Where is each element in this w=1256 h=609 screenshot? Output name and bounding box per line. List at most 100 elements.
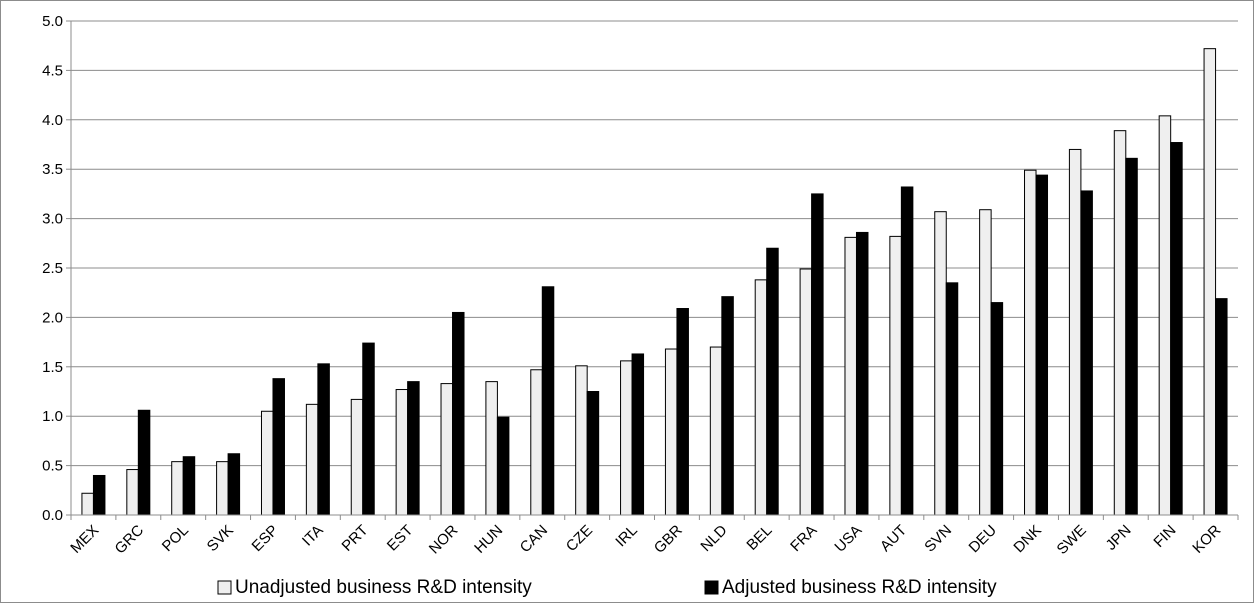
legend: Unadjusted business R&D intensity Adjust… bbox=[217, 577, 997, 598]
bar-unadjusted-nor bbox=[440, 383, 454, 516]
y-tick-label: 1.5 bbox=[42, 359, 63, 376]
bar-unadjusted-aut bbox=[889, 235, 902, 516]
bar-unadjusted-dnk bbox=[1024, 169, 1037, 516]
bar-unadjusted-gbr bbox=[664, 348, 678, 516]
bar-adjusted-fin bbox=[1170, 142, 1183, 516]
y-tick-label: 3.5 bbox=[42, 161, 63, 178]
bar-adjusted-irl bbox=[631, 353, 645, 516]
bar-adjusted-pol bbox=[182, 456, 196, 516]
x-tick-label: ITA bbox=[299, 522, 327, 550]
bar-unadjusted-kor bbox=[1203, 48, 1217, 516]
bar-unadjusted-can bbox=[530, 369, 543, 516]
bar-unadjusted-grc bbox=[126, 469, 139, 516]
bar-unadjusted-svn bbox=[934, 211, 947, 516]
bar-unadjusted-irl bbox=[620, 360, 633, 516]
bar-adjusted-kor bbox=[1215, 298, 1228, 516]
bar-unadjusted-jpn bbox=[1113, 130, 1127, 516]
bar-unadjusted-ita bbox=[305, 403, 319, 516]
bar-adjusted-esp bbox=[272, 378, 285, 516]
grid-lines bbox=[71, 20, 1238, 467]
y-tick-label: 4.0 bbox=[42, 112, 63, 129]
bar-adjusted-cze bbox=[586, 391, 600, 516]
bar-unadjusted-hun bbox=[485, 381, 498, 516]
y-tick-label: 0.5 bbox=[42, 458, 63, 475]
x-tick-label: CZE bbox=[563, 522, 596, 555]
x-tick-label: SVN bbox=[921, 522, 955, 556]
x-tick-label: POL bbox=[159, 522, 192, 555]
legend-swatch-adjusted bbox=[704, 580, 719, 595]
bar-adjusted-prt bbox=[362, 342, 375, 516]
bar-unadjusted-usa bbox=[844, 236, 857, 516]
bar-unadjusted-deu bbox=[979, 209, 992, 516]
bar-unadjusted-prt bbox=[350, 398, 364, 516]
y-tick-label: 1.0 bbox=[42, 408, 63, 425]
legend-label-unadjusted: Unadjusted business R&D intensity bbox=[235, 577, 532, 598]
y-tick-label: 4.5 bbox=[42, 62, 63, 79]
bar-adjusted-nor bbox=[452, 311, 465, 516]
bar-adjusted-jpn bbox=[1125, 157, 1138, 516]
y-axis: 0.0 0.5 1.0 1.5 2.0 2.5 3.0 3.5 4.0 4.5 5.0 bbox=[42, 13, 72, 524]
x-tick-label: DEU bbox=[966, 522, 1000, 556]
y-tick-label: 2.5 bbox=[42, 260, 63, 277]
x-tick-label: KOR bbox=[1189, 522, 1224, 557]
legend-label-adjusted: Adjusted business R&D intensity bbox=[722, 577, 997, 598]
x-tick-label: HUN bbox=[471, 522, 506, 557]
bar-unadjusted-esp bbox=[260, 410, 274, 516]
bars bbox=[81, 48, 1228, 516]
bar-adjusted-deu bbox=[990, 302, 1004, 516]
bar-adjusted-svk bbox=[227, 453, 241, 516]
bar-adjusted-svn bbox=[945, 282, 959, 516]
x-tick-label: GBR bbox=[651, 522, 686, 557]
bar-adjusted-grc bbox=[137, 409, 151, 516]
bar-adjusted-nld bbox=[721, 296, 734, 516]
x-tick-label: SWE bbox=[1054, 522, 1090, 558]
bar-unadjusted-nld bbox=[709, 346, 723, 516]
x-tick-label: NOR bbox=[426, 522, 462, 558]
y-tick-label: 2.0 bbox=[42, 309, 63, 326]
bar-unadjusted-svk bbox=[216, 461, 229, 516]
x-tick-label: FIN bbox=[1150, 522, 1179, 551]
bar-adjusted-hun bbox=[496, 416, 510, 516]
x-tick-label: EST bbox=[384, 522, 417, 555]
bar-unadjusted-mex bbox=[81, 492, 94, 516]
legend-swatch-unadjusted bbox=[217, 580, 232, 595]
x-tick-label: ESP bbox=[249, 522, 282, 555]
x-tick-label: BEL bbox=[743, 522, 775, 554]
bar-adjusted-swe bbox=[1080, 190, 1093, 516]
y-tick-label: 0.0 bbox=[42, 507, 63, 524]
x-tick-label: DNK bbox=[1010, 522, 1044, 556]
bar-adjusted-dnk bbox=[1035, 174, 1049, 516]
bar-adjusted-can bbox=[541, 286, 555, 516]
x-axis: MEX GRC POL SVK ESP ITA PRT EST NOR HUN CAN CZE IRL G… bbox=[67, 514, 1239, 558]
bar-adjusted-gbr bbox=[676, 308, 689, 516]
y-tick-label: 5.0 bbox=[42, 13, 63, 30]
bar-unadjusted-cze bbox=[575, 365, 588, 516]
x-tick-label: AUT bbox=[877, 522, 910, 555]
x-tick-label: NLD bbox=[697, 522, 730, 555]
x-tick-label: MEX bbox=[67, 522, 102, 557]
bar-adjusted-bel bbox=[766, 247, 779, 516]
bar-unadjusted-swe bbox=[1068, 148, 1082, 516]
bar-adjusted-aut bbox=[900, 186, 914, 516]
x-tick-label: SVK bbox=[204, 522, 237, 555]
x-tick-label: FRA bbox=[787, 522, 820, 555]
x-tick-label: USA bbox=[831, 522, 865, 556]
bar-adjusted-ita bbox=[317, 363, 330, 516]
bar-unadjusted-fin bbox=[1158, 115, 1172, 516]
x-tick-label: PRT bbox=[339, 522, 372, 555]
x-tick-label: GRC bbox=[112, 522, 148, 558]
bar-unadjusted-bel bbox=[754, 279, 768, 516]
bar-unadjusted-fra bbox=[799, 268, 813, 516]
x-tick-label: IRL bbox=[612, 522, 641, 551]
bar-adjusted-mex bbox=[92, 474, 106, 516]
bar-unadjusted-pol bbox=[171, 461, 184, 516]
x-tick-label: JPN bbox=[1103, 522, 1135, 554]
y-tick-label: 3.0 bbox=[42, 211, 63, 228]
bar-adjusted-est bbox=[407, 381, 420, 516]
bar-adjusted-usa bbox=[855, 231, 869, 516]
bar-unadjusted-est bbox=[395, 389, 409, 516]
x-tick-label: CAN bbox=[517, 522, 551, 556]
bar-adjusted-fra bbox=[811, 193, 824, 516]
